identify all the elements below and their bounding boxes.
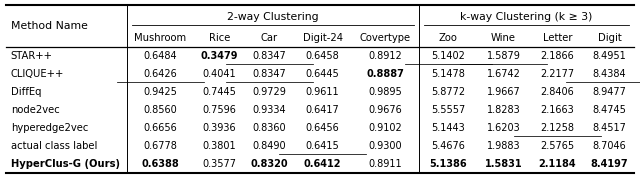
- Text: 2.1184: 2.1184: [539, 159, 576, 169]
- Text: 0.3479: 0.3479: [201, 51, 238, 61]
- Text: 0.6458: 0.6458: [306, 51, 340, 61]
- Text: 0.9895: 0.9895: [369, 87, 403, 97]
- Text: 0.6445: 0.6445: [306, 69, 340, 79]
- Text: 0.8360: 0.8360: [252, 123, 286, 133]
- Text: 1.9667: 1.9667: [486, 87, 520, 97]
- Text: 1.8283: 1.8283: [486, 105, 520, 115]
- Text: 8.4745: 8.4745: [593, 105, 627, 115]
- Text: 1.6203: 1.6203: [486, 123, 520, 133]
- Text: 2.1866: 2.1866: [541, 51, 574, 61]
- Text: Wine: Wine: [491, 33, 516, 43]
- Text: 1.5831: 1.5831: [484, 159, 522, 169]
- Text: 0.7596: 0.7596: [202, 105, 236, 115]
- Text: 2-way Clustering: 2-way Clustering: [227, 12, 319, 22]
- Text: 2.1258: 2.1258: [541, 123, 575, 133]
- Text: STAR++: STAR++: [11, 51, 52, 61]
- Text: 5.4676: 5.4676: [431, 141, 465, 151]
- Text: 0.9300: 0.9300: [369, 141, 402, 151]
- Text: Digit: Digit: [598, 33, 621, 43]
- Text: 2.2177: 2.2177: [540, 69, 575, 79]
- Text: 0.9334: 0.9334: [252, 105, 286, 115]
- Text: k-way Clustering (k ≥ 3): k-way Clustering (k ≥ 3): [460, 12, 593, 22]
- Text: 8.4517: 8.4517: [593, 123, 627, 133]
- Text: Mushroom: Mushroom: [134, 33, 187, 43]
- Text: 0.3577: 0.3577: [202, 159, 236, 169]
- Text: 0.6412: 0.6412: [304, 159, 341, 169]
- Text: 1.9883: 1.9883: [487, 141, 520, 151]
- Text: node2vec: node2vec: [11, 105, 60, 115]
- Text: actual class label: actual class label: [11, 141, 97, 151]
- Text: 0.9611: 0.9611: [306, 87, 339, 97]
- Text: 0.7445: 0.7445: [202, 87, 236, 97]
- Text: 0.6417: 0.6417: [306, 105, 340, 115]
- Text: 0.8560: 0.8560: [143, 105, 177, 115]
- Text: 0.8911: 0.8911: [369, 159, 402, 169]
- Text: DiffEq: DiffEq: [11, 87, 42, 97]
- Text: Zoo: Zoo: [438, 33, 458, 43]
- Text: 1.6742: 1.6742: [486, 69, 520, 79]
- Text: 0.8887: 0.8887: [367, 69, 404, 79]
- Text: 0.9729: 0.9729: [252, 87, 286, 97]
- Text: Car: Car: [260, 33, 278, 43]
- Text: Letter: Letter: [543, 33, 572, 43]
- Text: 0.6484: 0.6484: [144, 51, 177, 61]
- Text: 0.8320: 0.8320: [250, 159, 288, 169]
- Text: 0.6656: 0.6656: [143, 123, 177, 133]
- Text: 0.3936: 0.3936: [203, 123, 236, 133]
- Text: Rice: Rice: [209, 33, 230, 43]
- Text: 5.1402: 5.1402: [431, 51, 465, 61]
- Text: 8.7046: 8.7046: [593, 141, 627, 151]
- Text: 0.6426: 0.6426: [143, 69, 177, 79]
- Text: 0.8347: 0.8347: [252, 51, 286, 61]
- Text: 0.4041: 0.4041: [203, 69, 236, 79]
- Text: 2.1663: 2.1663: [541, 105, 574, 115]
- Text: 0.6456: 0.6456: [306, 123, 340, 133]
- Text: 2.8406: 2.8406: [541, 87, 574, 97]
- Text: 5.5557: 5.5557: [431, 105, 465, 115]
- Text: 0.8347: 0.8347: [252, 69, 286, 79]
- Text: Covertype: Covertype: [360, 33, 411, 43]
- Text: hyperedge2vec: hyperedge2vec: [11, 123, 88, 133]
- Text: 0.6778: 0.6778: [143, 141, 177, 151]
- Text: Digit-24: Digit-24: [303, 33, 342, 43]
- Text: 5.1443: 5.1443: [431, 123, 465, 133]
- Text: 5.1478: 5.1478: [431, 69, 465, 79]
- Text: HyperClus-G (Ours): HyperClus-G (Ours): [11, 159, 120, 169]
- Text: 8.4384: 8.4384: [593, 69, 627, 79]
- Text: 1.5879: 1.5879: [486, 51, 520, 61]
- Text: 2.5765: 2.5765: [540, 141, 575, 151]
- Text: Method Name: Method Name: [11, 21, 88, 31]
- Text: 8.9477: 8.9477: [593, 87, 627, 97]
- Text: 0.9425: 0.9425: [143, 87, 177, 97]
- Text: 0.6388: 0.6388: [141, 159, 179, 169]
- Text: 0.6415: 0.6415: [306, 141, 340, 151]
- Text: 0.9676: 0.9676: [369, 105, 403, 115]
- Text: 8.4197: 8.4197: [591, 159, 628, 169]
- Text: 5.8772: 5.8772: [431, 87, 465, 97]
- Text: 0.9102: 0.9102: [369, 123, 403, 133]
- Text: 0.3801: 0.3801: [203, 141, 236, 151]
- Text: 5.1386: 5.1386: [429, 159, 467, 169]
- Text: 8.4951: 8.4951: [593, 51, 627, 61]
- Text: CLIQUE++: CLIQUE++: [11, 69, 64, 79]
- Text: 0.8490: 0.8490: [252, 141, 286, 151]
- Text: 0.8912: 0.8912: [369, 51, 403, 61]
